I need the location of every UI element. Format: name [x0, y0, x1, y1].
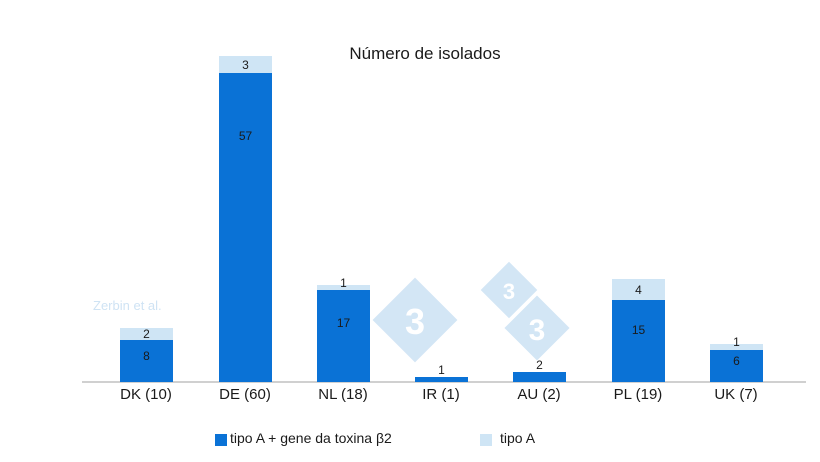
- bar-6: [710, 344, 763, 382]
- x-tick-label: DK (10): [120, 386, 172, 403]
- value-label-toxin: 1: [438, 363, 445, 377]
- bar-0: [120, 328, 173, 382]
- value-label-tipo-a: 1: [733, 335, 740, 349]
- legend-item-tipo-a: tipo A: [480, 430, 535, 446]
- value-label-toxin: 2: [536, 358, 543, 372]
- value-label-tipo-a: 2: [143, 327, 150, 341]
- value-label-toxin: 15: [631, 323, 646, 337]
- value-label-toxin: 8: [143, 349, 150, 363]
- logo-digit: 3: [405, 301, 425, 342]
- x-tick-label: NL (18): [318, 386, 368, 403]
- x-tick-label: DE (60): [219, 386, 271, 403]
- bar-segment-toxin: [317, 290, 370, 382]
- legend-label-toxin: tipo A + gene da toxina β2: [230, 430, 392, 446]
- bar-segment-tipo-a: [219, 56, 272, 73]
- bar-1: [219, 56, 272, 382]
- value-label-tipo-a: 3: [242, 58, 249, 72]
- bar-3: [415, 377, 468, 382]
- bar-segment-toxin: [415, 377, 468, 382]
- x-tick-label: IR (1): [422, 386, 460, 403]
- bar-segment-toxin: [219, 73, 272, 382]
- bar-segment-tipo-a: [120, 328, 173, 340]
- legend-swatch-light: [480, 433, 492, 446]
- legend-item-toxin: tipo A + gene da toxina β2: [215, 430, 392, 446]
- bar-4: [513, 372, 566, 382]
- x-axis-line: [82, 381, 806, 383]
- value-label-toxin: 57: [238, 129, 253, 143]
- value-label-tipo-a: 1: [340, 276, 347, 290]
- x-tick-label: AU (2): [517, 386, 561, 403]
- value-label-toxin: 6: [733, 354, 740, 368]
- bar-segment-toxin: [120, 340, 173, 382]
- bar-segment-toxin: [513, 372, 566, 382]
- value-label-tipo-a: 4: [635, 283, 642, 297]
- svg-text:3: 3: [503, 279, 515, 304]
- x-tick-label: UK (7): [714, 386, 758, 403]
- value-label-toxin: 17: [336, 316, 351, 330]
- bar-segment-tipo-a: [317, 285, 370, 290]
- bar-segment-toxin: [710, 350, 763, 382]
- legend-swatch-dark: [215, 433, 227, 446]
- bar-5: [612, 279, 665, 382]
- bar-2: [317, 285, 370, 382]
- chart-title: Número de isolados: [349, 44, 501, 63]
- watermark-text: Zerbin et al.: [93, 298, 162, 313]
- bar-segment-tipo-a: [612, 279, 665, 300]
- svg-text:3: 3: [529, 314, 546, 347]
- legend-label-tipo-a: tipo A: [500, 430, 536, 446]
- bar-segment-toxin: [612, 300, 665, 382]
- x-tick-label: PL (19): [613, 386, 663, 403]
- bar-segment-tipo-a: [710, 344, 763, 350]
